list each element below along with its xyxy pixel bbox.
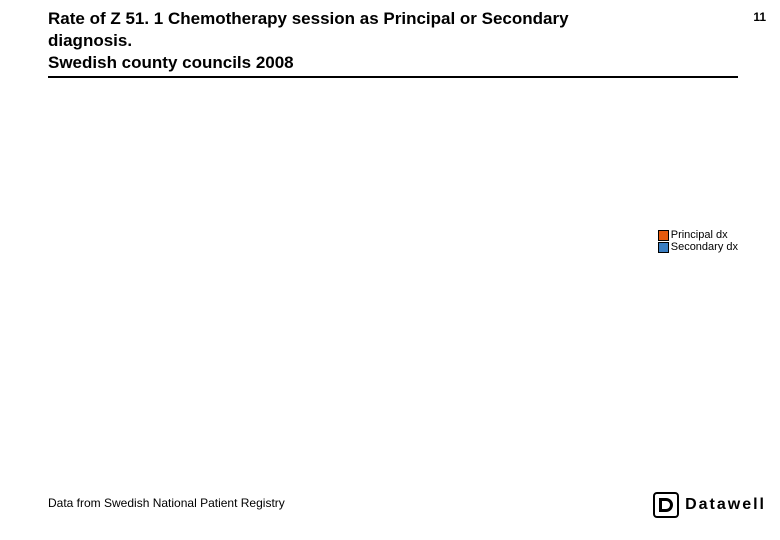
page-number: 11 <box>753 10 766 24</box>
chart-legend: Principal dx Secondary dx <box>658 230 738 253</box>
title-line-2: diagnosis. <box>48 30 668 52</box>
datawell-logo-text: Datawell <box>685 496 766 514</box>
title-line-3: Swedish county councils 2008 <box>48 52 668 74</box>
datawell-logo: Datawell <box>653 492 766 518</box>
title-line-1: Rate of Z 51. 1 Chemotherapy session as … <box>48 8 668 30</box>
legend-item-principal: Principal dx <box>658 230 738 241</box>
slide: Rate of Z 51. 1 Chemotherapy session as … <box>0 0 780 540</box>
legend-swatch-secondary <box>658 242 669 253</box>
chart-region: Principal dx Secondary dx <box>48 84 748 454</box>
legend-item-secondary: Secondary dx <box>658 242 738 253</box>
datawell-logo-icon <box>653 492 679 518</box>
footer-source: Data from Swedish National Patient Regis… <box>48 496 285 510</box>
title-underline <box>48 76 738 78</box>
legend-label-secondary: Secondary dx <box>671 242 738 253</box>
legend-swatch-principal <box>658 230 669 241</box>
legend-label-principal: Principal dx <box>671 230 728 241</box>
slide-title: Rate of Z 51. 1 Chemotherapy session as … <box>48 8 668 73</box>
